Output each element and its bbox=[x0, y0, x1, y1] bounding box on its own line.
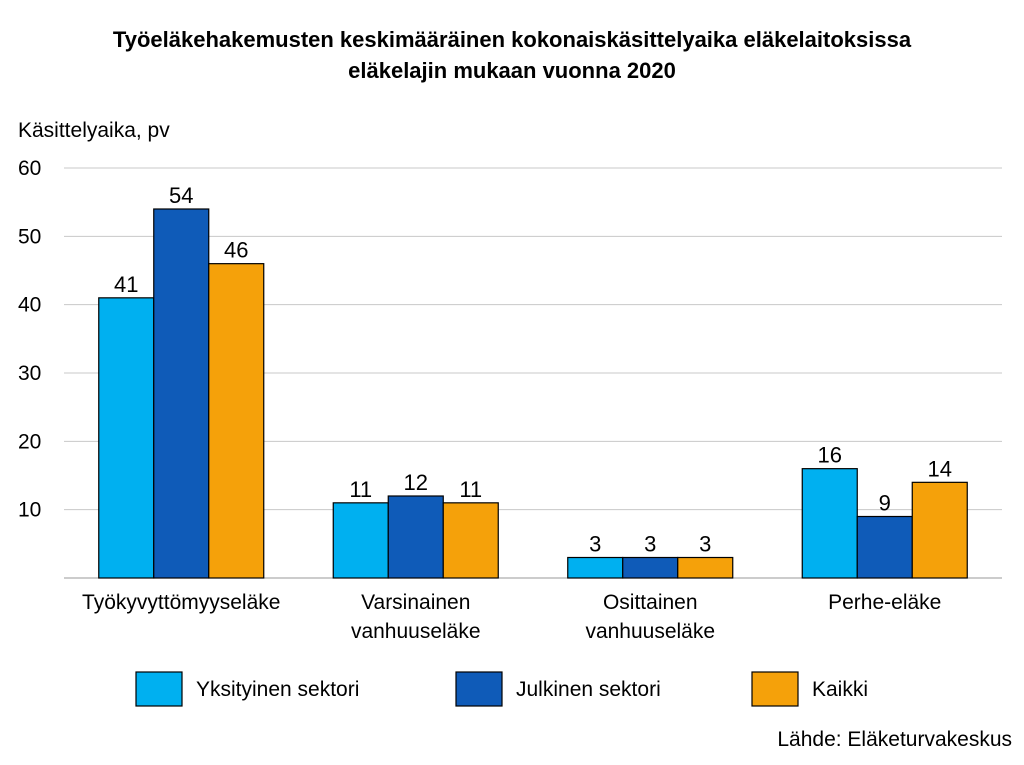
x-category-label: Perhe-eläke bbox=[828, 591, 941, 614]
bar-kaikki bbox=[677, 556, 734, 579]
legend-label: Yksityinen sektori bbox=[196, 678, 359, 701]
x-category-label: vanhuuseläke bbox=[585, 620, 715, 643]
bar-kaikki bbox=[442, 502, 499, 579]
x-axis-categories: Työkyvyttömyyseläke Varsinainen vanhuuselä… bbox=[82, 591, 941, 643]
data-label: 3 bbox=[644, 532, 656, 557]
legend: Yksityinen sektori Julkinen sektori Kaikki bbox=[135, 671, 868, 707]
legend-label: Kaikki bbox=[812, 678, 868, 701]
y-tick-label: 40 bbox=[18, 294, 41, 317]
bar-yksityinen-sektori bbox=[801, 468, 858, 579]
data-label: 54 bbox=[169, 183, 193, 208]
y-tick-label: 10 bbox=[18, 499, 41, 522]
chart-title-line-1: Työeläkehakemusten keskimääräinen kokona… bbox=[113, 27, 912, 52]
x-category-label: Työkyvyttömyyseläke bbox=[82, 591, 280, 614]
chart-title-line-2: eläkelajin mukaan vuonna 2020 bbox=[348, 58, 676, 83]
data-label: 16 bbox=[818, 443, 842, 468]
chart-title: Työeläkehakemusten keskimääräinen kokona… bbox=[113, 27, 912, 83]
bar-yksityinen-sektori bbox=[98, 297, 155, 579]
bar-kaikki bbox=[208, 263, 265, 579]
x-category-label: Varsinainen bbox=[361, 591, 470, 614]
bar-yksityinen-sektori bbox=[332, 502, 389, 579]
legend-label: Julkinen sektori bbox=[516, 678, 661, 701]
y-tick-label: 60 bbox=[18, 157, 41, 180]
data-label: 3 bbox=[699, 532, 711, 557]
bar-julkinen-sektori bbox=[387, 495, 444, 579]
y-tick-label: 50 bbox=[18, 225, 41, 248]
bar-yksityinen-sektori bbox=[567, 556, 624, 579]
data-label: 11 bbox=[459, 477, 482, 502]
data-label: 3 bbox=[589, 532, 601, 557]
bar-julkinen-sektori bbox=[622, 556, 679, 579]
y-tick-label: 20 bbox=[18, 430, 41, 453]
data-labels: 41 54 46 11 12 11 3 3 3 16 9 14 bbox=[114, 183, 952, 557]
x-category-label: vanhuuseläke bbox=[351, 620, 481, 643]
bar-julkinen-sektori bbox=[153, 208, 210, 579]
data-label: 12 bbox=[404, 470, 428, 495]
bar-kaikki bbox=[911, 481, 968, 579]
data-label: 9 bbox=[879, 491, 891, 516]
data-label: 46 bbox=[224, 238, 248, 263]
legend-swatch bbox=[135, 671, 183, 707]
y-axis-ticks: 10 20 30 40 50 60 bbox=[18, 157, 41, 522]
legend-swatch bbox=[751, 671, 799, 707]
y-tick-label: 30 bbox=[18, 362, 41, 385]
bars bbox=[98, 208, 968, 579]
data-label: 14 bbox=[928, 456, 952, 481]
source-note: Lähde: Eläketurvakeskus bbox=[777, 728, 1012, 751]
data-label: 41 bbox=[114, 272, 138, 297]
legend-swatch bbox=[455, 671, 503, 707]
data-label: 11 bbox=[349, 477, 372, 502]
bar-julkinen-sektori bbox=[856, 515, 913, 579]
x-category-label: Osittainen bbox=[603, 591, 698, 614]
y-axis-title: Käsittelyaika, pv bbox=[18, 119, 170, 142]
